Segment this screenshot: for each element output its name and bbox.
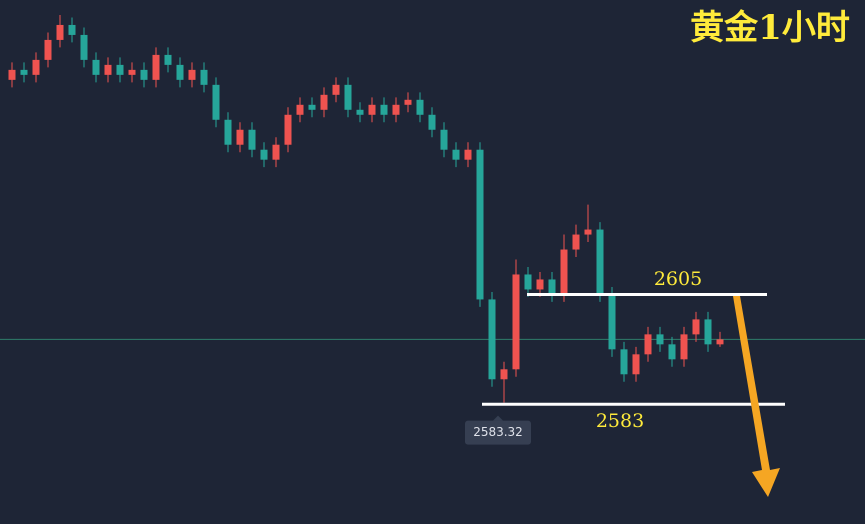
- candle-body: [236, 129, 244, 145]
- candle-body: [524, 274, 532, 290]
- low-label-pointer: [493, 415, 503, 421]
- candle-body: [704, 319, 712, 345]
- candle-body: [320, 94, 328, 110]
- candle-body: [116, 64, 124, 75]
- level-label: 2605: [654, 268, 702, 290]
- candle-body: [452, 149, 460, 160]
- candle-body: [404, 99, 412, 105]
- candle-body: [260, 149, 268, 160]
- candle-body: [188, 69, 196, 80]
- candle-body: [500, 369, 508, 380]
- candle-body: [176, 64, 184, 80]
- candle-body: [680, 334, 688, 360]
- low-label-box: [465, 420, 531, 445]
- candle-body: [68, 24, 76, 35]
- candle-body: [716, 339, 724, 345]
- chart-title: 黄金1小时: [690, 8, 850, 48]
- candle-body: [620, 349, 628, 375]
- candle-body: [8, 69, 16, 80]
- candle-body: [572, 234, 580, 250]
- candle-body: [392, 104, 400, 115]
- candle-body: [668, 344, 676, 360]
- candle-body: [584, 229, 592, 235]
- candle-body: [128, 69, 136, 75]
- candle-body: [296, 104, 304, 115]
- candle-body: [140, 69, 148, 80]
- candle-body: [56, 24, 64, 40]
- candle-body: [644, 334, 652, 355]
- candle-body: [632, 354, 640, 375]
- candle-body: [32, 59, 40, 75]
- candle-body: [248, 129, 256, 150]
- candle-body: [368, 104, 376, 115]
- candle-body: [608, 294, 616, 350]
- candle-body: [164, 54, 172, 65]
- candle-body: [152, 54, 160, 80]
- level-label: 2583: [596, 410, 644, 432]
- candle-body: [536, 279, 544, 290]
- candle-body: [464, 149, 472, 160]
- candle-body: [212, 84, 220, 120]
- candle-body: [20, 69, 28, 75]
- candle-body: [548, 279, 556, 295]
- candle-body: [488, 299, 496, 380]
- candle-body: [512, 274, 520, 370]
- candle-body: [380, 104, 388, 115]
- low-label: 2583.32: [473, 425, 523, 439]
- candle-body: [344, 84, 352, 110]
- candle-body: [656, 334, 664, 345]
- candle-body: [476, 149, 484, 300]
- candle-body: [440, 129, 448, 150]
- candle-body: [200, 69, 208, 85]
- candle-body: [596, 229, 604, 295]
- trend-arrow: [733, 296, 780, 497]
- candle-body: [284, 114, 292, 145]
- candle-body: [272, 144, 280, 160]
- candle-body: [692, 319, 700, 335]
- candle-body: [416, 99, 424, 115]
- candle-body: [428, 114, 436, 130]
- candle-body: [80, 34, 88, 60]
- candle-body: [560, 249, 568, 295]
- candle-body: [44, 39, 52, 60]
- candle-body: [356, 109, 364, 115]
- candle-body: [332, 84, 340, 95]
- candle-body: [92, 59, 100, 75]
- candle-body: [308, 104, 316, 110]
- candle-body: [104, 64, 112, 75]
- candle-body: [224, 119, 232, 145]
